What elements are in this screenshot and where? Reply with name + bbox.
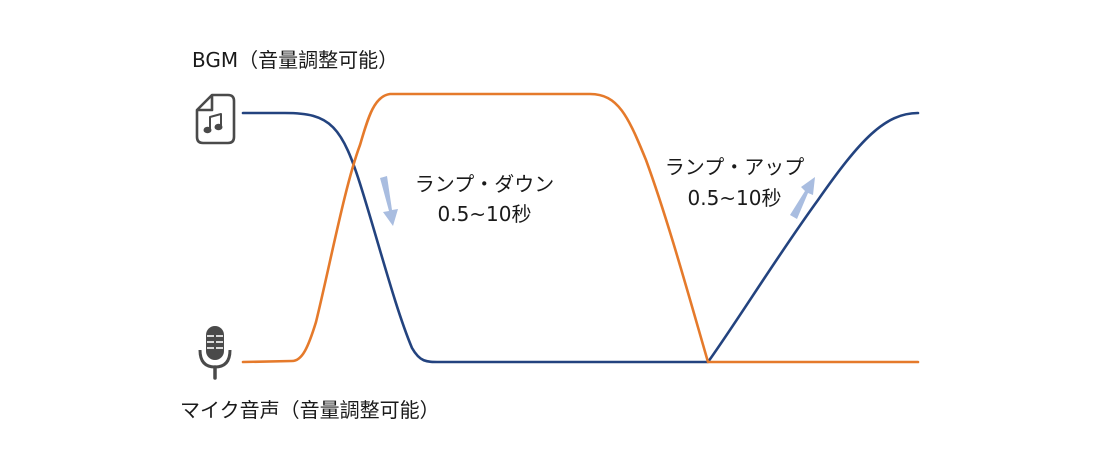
music-file-icon	[195, 93, 236, 145]
ramp-down-time: 0.5~10秒	[437, 202, 532, 226]
microphone-icon	[198, 326, 232, 380]
mic-label: マイク音声（音量調整可能）	[180, 398, 440, 422]
ramp-down-title: ランプ・ダウン	[414, 172, 555, 196]
mic-volume-curve	[241, 92, 920, 364]
ramp-down-arrow	[380, 176, 398, 226]
ramp-up-arrow	[790, 177, 815, 219]
ramp-up-title: ランプ・アップ	[664, 155, 805, 179]
bgm-volume-curve	[241, 111, 920, 364]
bgm-label: BGM（音量調整可能）	[192, 48, 399, 72]
ramp-up-time: 0.5~10秒	[687, 186, 782, 210]
